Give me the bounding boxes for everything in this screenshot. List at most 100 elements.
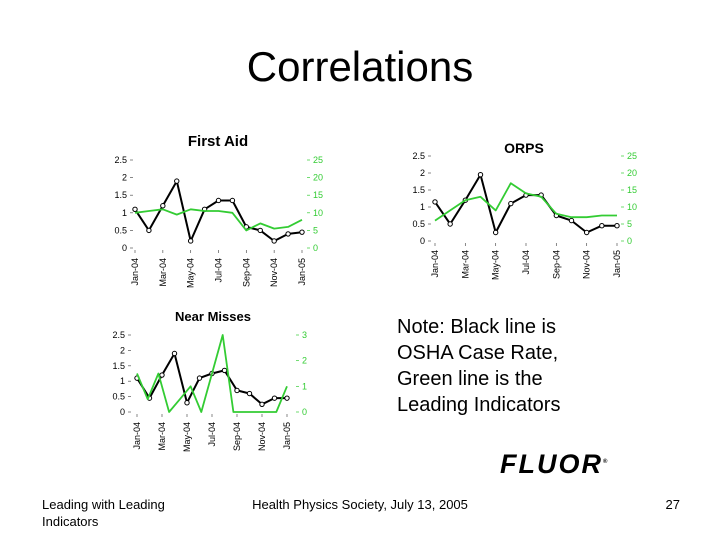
chart-near-misses: Near Misses 2.5 2 1.5 1 0.5 0 3 2 1 0 Jan-04 Mar-04 M…: [112, 309, 307, 452]
right-tick-label: 20: [313, 173, 323, 183]
left-tick-label: 2: [120, 345, 125, 355]
osha-data-point: [299, 229, 305, 235]
left-tick-label: 2.5: [114, 155, 127, 165]
osha-data-point: [159, 372, 165, 378]
x-tick-label: May-04: [186, 258, 196, 288]
leading-indicators-line: [434, 182, 617, 222]
osha-data-point: [259, 401, 265, 408]
left-tick-label: 1: [420, 202, 425, 212]
osha-data-point: [271, 395, 278, 401]
chart-title: First Aid: [188, 133, 248, 150]
x-tick-label: Sep-04: [551, 250, 561, 279]
x-tick-label: Nov-04: [582, 250, 592, 279]
right-tick-label: 5: [627, 219, 632, 229]
osha-data-point: [229, 197, 236, 204]
osha-data-point: [215, 197, 222, 204]
registered-mark: ®: [602, 459, 608, 465]
right-tick-label: 10: [627, 202, 637, 212]
osha-data-point: [132, 206, 138, 212]
x-tick-label: Jan-04: [132, 422, 142, 450]
left-tick-label: 1.5: [112, 361, 125, 371]
x-tick-label: Jan-05: [297, 258, 307, 286]
note-line: Green line is the: [397, 368, 543, 390]
x-tick-label: May-04: [491, 250, 501, 280]
osha-data-point: [174, 178, 180, 184]
left-tick-label: 1: [120, 376, 125, 386]
osha-data-point: [583, 229, 590, 236]
osha-data-point: [477, 172, 484, 178]
note-line: Leading Indicators: [397, 394, 561, 416]
note-line: OSHA Case Rate,: [397, 342, 559, 364]
x-tick-label: Nov-04: [269, 258, 279, 287]
osha-data-point: [146, 227, 152, 234]
x-tick-label: Jan-05: [612, 250, 622, 278]
chart-title: Near Misses: [175, 309, 251, 324]
x-tick-label: Jul-04: [207, 422, 217, 447]
osha-data-point: [246, 390, 253, 397]
right-tick-label: 3: [302, 330, 307, 340]
slide-title: Correlations: [246, 43, 474, 90]
osha-data-point: [171, 350, 178, 357]
osha-data-point: [614, 223, 620, 229]
left-tick-label: 1: [122, 208, 127, 218]
x-tick-label: Jan-05: [282, 422, 292, 450]
left-tick-label: 0: [122, 243, 127, 253]
osha-data-point: [234, 387, 240, 394]
chart-orps: ORPS 2.5 2 1.5 1 0.5 0 25 20 15 10 5 0 Jan-04 Mar-04 Ma…: [412, 140, 637, 280]
leading-indicators-line: [134, 208, 303, 232]
chart-note: Note: Black line is OSHA Case Rate, Gree…: [397, 314, 627, 418]
osha-data-point: [184, 400, 190, 406]
x-tick-label: Sep-04: [232, 422, 242, 451]
osha-data-point: [285, 231, 291, 237]
right-tick-label: 1: [302, 381, 307, 391]
right-tick-label: 25: [627, 151, 637, 161]
osha-data-point: [257, 227, 263, 234]
osha-data-point: [568, 217, 575, 224]
footer-center: Health Physics Society, July 13, 2005: [252, 497, 468, 512]
left-tick-label: 0.5: [112, 392, 125, 402]
chart-title: ORPS: [504, 140, 544, 156]
x-tick-label: Nov-04: [257, 422, 267, 451]
right-tick-label: 5: [313, 225, 318, 235]
osha-data-point: [221, 367, 228, 374]
x-tick-label: Jul-04: [521, 250, 531, 275]
osha-data-point: [196, 375, 203, 381]
right-tick-label: 0: [302, 407, 307, 417]
x-tick-label: Jan-04: [130, 258, 140, 286]
left-tick-label: 0.5: [114, 225, 127, 235]
fluor-logo: FLUOR®: [500, 449, 607, 480]
logo-text: FLUOR: [500, 449, 603, 479]
left-tick-label: 0: [120, 407, 125, 417]
osha-data-point: [160, 203, 166, 209]
left-tick-label: 1.5: [412, 185, 425, 195]
right-tick-label: 0: [313, 243, 318, 253]
x-tick-label: Mar-04: [158, 258, 168, 287]
osha-data-point: [432, 199, 438, 205]
right-tick-label: 15: [627, 185, 637, 195]
right-tick-label: 25: [313, 155, 323, 165]
osha-case-rate-line: [434, 173, 617, 234]
note-line: Note: Black line is: [397, 316, 556, 338]
osha-data-point: [271, 238, 277, 244]
osha-data-point: [187, 238, 194, 244]
right-tick-label: 10: [313, 208, 323, 218]
osha-data-point: [447, 221, 453, 227]
left-tick-label: 2.5: [112, 330, 125, 340]
right-tick-label: 20: [627, 168, 637, 178]
left-tick-label: 2: [122, 173, 127, 183]
left-tick-label: 2: [420, 168, 425, 178]
right-tick-label: 0: [627, 236, 632, 246]
left-tick-label: 0: [420, 236, 425, 246]
left-tick-label: 2.5: [412, 151, 425, 161]
x-tick-label: Mar-04: [157, 422, 167, 451]
right-tick-label: 2: [302, 356, 307, 366]
osha-data-point: [508, 200, 514, 207]
footer-left: Leading with Leading Indicators: [42, 497, 165, 529]
osha-data-point: [492, 229, 499, 236]
osha-data-point: [284, 395, 290, 401]
x-tick-label: Mar-04: [460, 250, 470, 279]
x-tick-label: Sep-04: [241, 258, 251, 287]
left-tick-label: 1.5: [114, 190, 127, 200]
right-tick-label: 15: [313, 190, 323, 200]
